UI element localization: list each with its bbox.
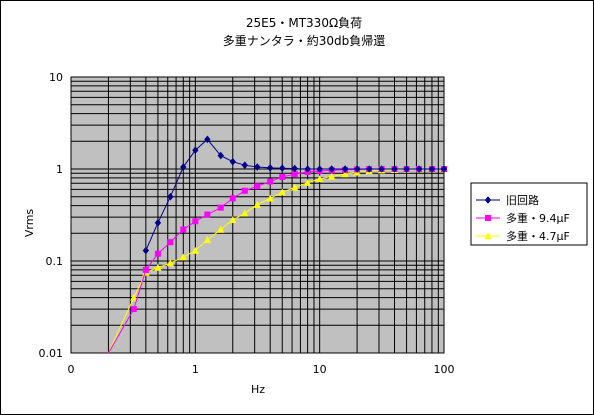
legend-box — [470, 182, 588, 246]
data-point — [192, 146, 199, 155]
data-point — [203, 236, 212, 243]
data-point — [341, 165, 349, 173]
data-point — [403, 165, 410, 173]
data-point — [192, 218, 199, 225]
data-point — [328, 165, 335, 173]
data-point — [180, 226, 187, 233]
data-point — [279, 164, 286, 173]
data-point — [130, 293, 138, 301]
y-tick-label: 10 — [49, 71, 63, 84]
legend-label: 多重・9.4μF — [506, 211, 570, 225]
legend-entry: 多重・9.4μF — [476, 211, 570, 225]
x-axis-label: Hz — [251, 383, 265, 396]
data-point — [278, 188, 286, 196]
data-point — [328, 172, 336, 180]
data-point — [167, 239, 174, 246]
data-point — [267, 178, 274, 185]
data-point — [266, 194, 274, 202]
legend-marker — [484, 232, 492, 240]
y-axis-label: Vrms — [23, 209, 36, 238]
data-point — [241, 161, 249, 169]
data-point — [229, 216, 237, 224]
data-point — [365, 165, 373, 173]
series-group — [142, 135, 448, 255]
data-point — [353, 165, 361, 173]
legend-marker — [484, 196, 492, 204]
y-tick-label: 0.01 — [39, 347, 64, 360]
legend-label: 多重・4.7μF — [506, 229, 570, 243]
data-point — [304, 165, 311, 173]
data-point — [253, 200, 261, 208]
data-point — [241, 187, 248, 194]
data-point — [154, 263, 162, 271]
data-point — [241, 209, 249, 217]
data-point — [316, 165, 323, 173]
data-point — [191, 246, 200, 254]
data-point — [217, 151, 224, 160]
series-layer — [107, 135, 448, 354]
chart-title: 25E5・MT330Ω負荷 — [246, 16, 362, 30]
data-point — [167, 192, 174, 201]
data-point — [391, 165, 398, 173]
data-point — [130, 306, 137, 313]
x-tick-label: 1 — [192, 363, 199, 376]
legend-entry: 多重・4.7μF — [476, 229, 570, 243]
x-tick-label: 0 — [68, 363, 75, 376]
data-point — [166, 259, 175, 267]
data-point — [217, 225, 225, 233]
chart-subtitle: 多重ナンタラ・約30db負帰還 — [223, 33, 386, 48]
data-point — [154, 250, 161, 257]
data-point — [428, 165, 436, 173]
y-tick-label: 1 — [56, 163, 63, 176]
data-point — [291, 171, 298, 178]
data-point — [291, 164, 298, 173]
data-point — [415, 165, 423, 173]
data-point — [315, 175, 324, 183]
data-point — [440, 165, 448, 173]
data-point — [217, 204, 224, 211]
data-point — [254, 163, 261, 171]
x-tick-label: 100 — [434, 363, 455, 376]
data-point — [291, 183, 299, 191]
y-tick-labels: 10 1 0.1 0.01 — [39, 71, 64, 360]
x-tick-label: 10 — [313, 363, 327, 376]
data-point — [279, 173, 286, 180]
data-point — [254, 183, 261, 190]
legend-label: 旧回路 — [506, 194, 539, 207]
x-tick-labels: 0 1 10 100 — [68, 363, 455, 376]
data-point — [378, 165, 385, 173]
series-group — [107, 165, 448, 354]
data-point — [142, 246, 150, 255]
grid-lines — [71, 77, 444, 353]
y-tick-label: 0.1 — [46, 255, 64, 268]
data-point — [154, 219, 162, 227]
data-point — [341, 170, 349, 178]
data-point — [303, 178, 312, 186]
data-point — [266, 164, 274, 172]
data-point — [204, 211, 211, 218]
legend-entry: 旧回路 — [476, 194, 539, 207]
data-point — [229, 195, 236, 202]
legend-marker — [485, 215, 491, 221]
data-point — [180, 163, 187, 171]
data-point — [204, 135, 211, 144]
data-point — [142, 266, 149, 273]
data-point — [179, 253, 187, 261]
data-point — [229, 157, 236, 166]
